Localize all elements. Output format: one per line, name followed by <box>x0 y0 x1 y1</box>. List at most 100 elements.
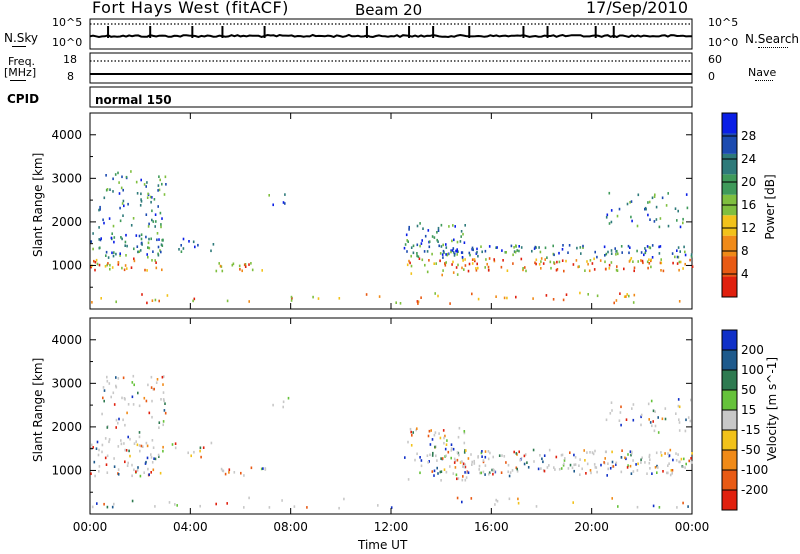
data-point <box>682 501 684 505</box>
data-point <box>420 242 423 245</box>
data-point <box>450 447 453 450</box>
data-point <box>126 411 128 415</box>
data-point <box>250 466 253 470</box>
data-point <box>119 254 121 257</box>
data-point <box>98 263 101 267</box>
data-point <box>477 266 479 270</box>
data-point <box>691 452 693 455</box>
data-point <box>620 405 622 409</box>
data-point <box>582 246 584 249</box>
data-point <box>281 499 283 502</box>
data-point <box>658 225 661 229</box>
data-point <box>690 457 692 460</box>
data-point <box>437 472 439 475</box>
data-point <box>555 268 558 272</box>
power-colorbar-label: Power [dB] <box>763 174 777 240</box>
colorbar-swatch <box>722 410 737 430</box>
data-point <box>150 456 153 459</box>
data-point <box>621 449 623 452</box>
data-point <box>677 246 680 249</box>
data-point <box>540 257 543 260</box>
data-point <box>471 463 473 466</box>
x-tick-label: 00:00 <box>675 520 710 534</box>
data-point <box>473 459 475 463</box>
data-point <box>621 251 623 254</box>
data-point <box>678 429 681 432</box>
data-point <box>533 460 535 463</box>
data-point <box>658 252 661 255</box>
data-point <box>122 199 125 203</box>
data-point <box>147 467 149 471</box>
data-point <box>645 249 647 253</box>
data-point <box>653 195 656 198</box>
data-point <box>563 459 566 462</box>
data-point <box>678 300 681 303</box>
nsearch-label: N.Search <box>745 32 800 46</box>
data-point <box>427 461 429 464</box>
data-point <box>150 386 153 389</box>
data-point <box>596 294 599 298</box>
data-point <box>500 265 503 269</box>
data-point <box>233 471 236 474</box>
data-point <box>414 458 416 462</box>
data-point <box>115 426 117 429</box>
data-point <box>343 497 345 501</box>
data-point <box>484 455 487 459</box>
data-point <box>162 445 164 449</box>
data-point <box>630 257 633 260</box>
data-point <box>144 268 146 272</box>
data-point <box>251 268 254 272</box>
data-point <box>558 251 560 255</box>
data-point <box>110 395 112 399</box>
data-point <box>651 472 653 475</box>
nave-legend-line <box>755 80 773 81</box>
data-point <box>419 471 421 475</box>
data-point <box>174 446 177 450</box>
data-point <box>452 251 455 254</box>
data-point <box>412 431 414 434</box>
data-point <box>126 244 128 248</box>
data-point <box>154 457 157 461</box>
data-point <box>150 471 152 474</box>
data-point <box>439 470 442 474</box>
data-point <box>648 455 651 459</box>
data-point <box>538 263 541 266</box>
data-point <box>571 466 574 470</box>
data-point <box>161 244 164 247</box>
data-point <box>113 240 115 244</box>
data-point <box>427 229 430 232</box>
data-point <box>642 261 644 265</box>
data-point <box>640 458 642 462</box>
data-point <box>158 188 161 192</box>
data-point <box>106 426 109 429</box>
data-point <box>615 268 618 272</box>
data-point <box>456 250 458 253</box>
data-point <box>575 259 578 262</box>
data-point <box>644 461 646 464</box>
data-point <box>420 464 423 468</box>
data-point <box>683 245 685 249</box>
data-point <box>140 198 142 201</box>
data-point <box>106 188 109 191</box>
data-point <box>481 250 483 254</box>
data-point <box>488 245 491 248</box>
data-point <box>611 450 613 454</box>
data-point <box>606 213 609 217</box>
data-point <box>408 225 410 229</box>
data-point <box>182 237 185 241</box>
colorbar-swatch <box>722 133 737 154</box>
data-point <box>117 445 120 448</box>
data-point <box>462 465 464 468</box>
data-point <box>226 502 228 505</box>
data-point <box>610 261 613 264</box>
data-point <box>648 418 650 421</box>
data-point <box>455 473 458 477</box>
data-point <box>646 472 648 475</box>
data-point <box>556 268 559 271</box>
data-point <box>268 194 270 197</box>
data-point <box>605 450 607 454</box>
data-point <box>444 262 446 265</box>
data-point <box>610 209 613 212</box>
data-point <box>592 452 595 456</box>
data-point <box>516 470 519 473</box>
